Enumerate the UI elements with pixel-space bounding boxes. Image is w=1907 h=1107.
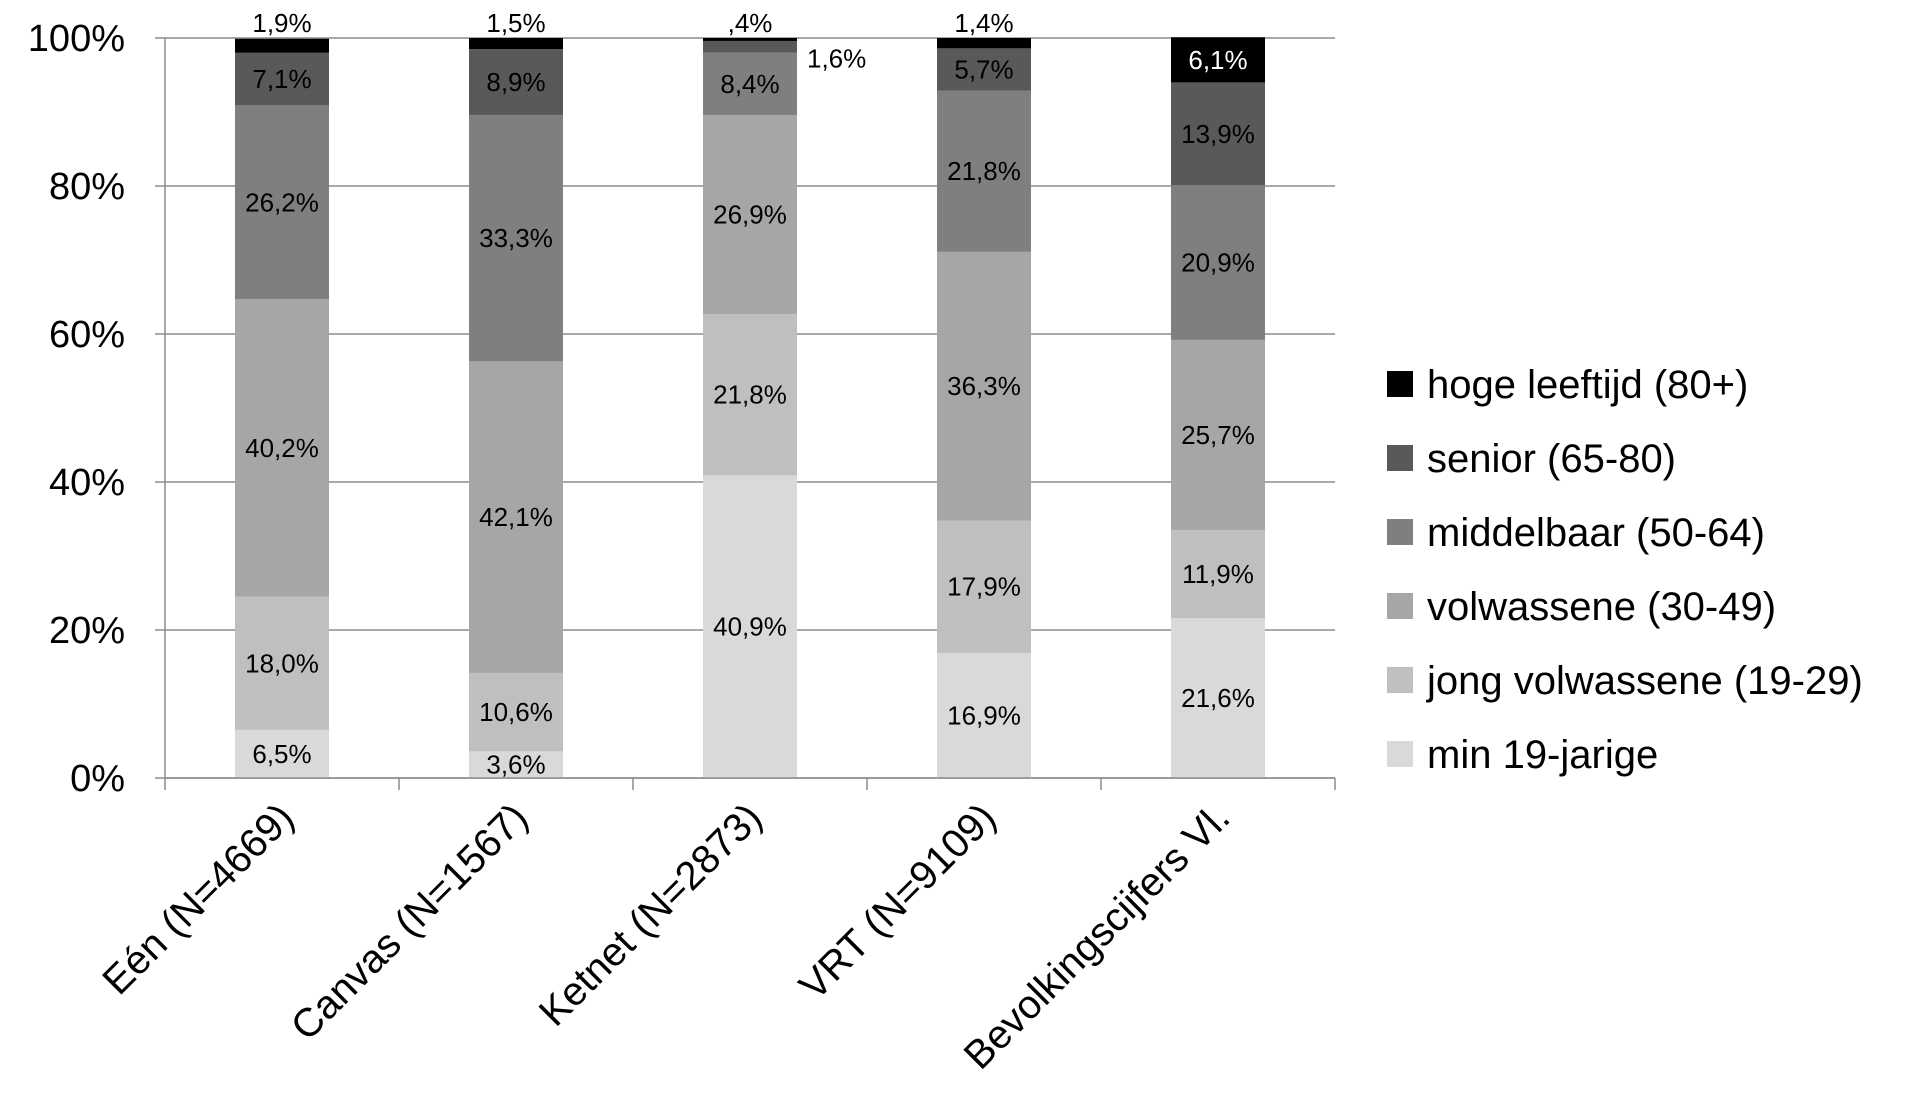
data-label: 8,9%	[486, 67, 545, 97]
legend: hoge leeftijd (80+) senior (65-80) middelb…	[1387, 363, 1863, 777]
legend-label: middelbaar (50-64)	[1427, 511, 1765, 555]
x-tick-label: Ketnet (N=2873)	[531, 795, 770, 1034]
y-tick-label: 100%	[28, 18, 125, 60]
legend-item: hoge leeftijd (80+)	[1387, 363, 1748, 407]
data-label: 40,9%	[713, 612, 787, 642]
bar-segment	[469, 361, 563, 673]
data-label: 1,6%	[807, 44, 866, 74]
data-label: 7,1%	[252, 64, 311, 94]
legend-item: senior (65-80)	[1387, 437, 1676, 481]
bar-segment	[937, 652, 1031, 778]
y-tick-label: 40%	[49, 462, 125, 504]
legend-swatch	[1387, 667, 1413, 693]
data-label: ,4%	[728, 8, 773, 38]
bar-segment	[703, 38, 797, 41]
bar-segment	[1171, 37, 1265, 83]
legend-item: middelbaar (50-64)	[1387, 511, 1765, 555]
y-tick-label: 80%	[49, 166, 125, 208]
data-label: 42,1%	[479, 502, 553, 532]
x-axis: Eén (N=4669)Canvas (N=1567)Ketnet (N=287…	[94, 777, 1336, 1078]
bar-segment	[235, 38, 329, 53]
data-label: 25,7%	[1181, 420, 1255, 450]
data-label: 40,2%	[245, 433, 319, 463]
bar-segment	[703, 52, 797, 115]
bar-segment	[469, 114, 563, 362]
legend-swatch	[1387, 371, 1413, 397]
data-labels: 6,5% 18,0% 40,2% 26,2% 7,1% 1,9% 3,6% 10,6% 42,1…	[245, 8, 1255, 780]
data-label: 1,9%	[252, 8, 311, 38]
data-label: 6,5%	[252, 739, 311, 769]
legend-label: jong volwassene (19-29)	[1426, 659, 1863, 703]
bar-segment	[235, 299, 329, 597]
legend-item: volwassene (30-49)	[1387, 585, 1776, 629]
bar-segment	[235, 52, 329, 106]
bar-segment	[469, 38, 563, 50]
bar-segment	[1171, 530, 1265, 619]
data-label: 33,3%	[479, 223, 553, 253]
data-label: 8,4%	[720, 69, 779, 99]
bar-segment	[703, 475, 797, 778]
data-label: 18,0%	[245, 648, 319, 678]
bar-segment	[235, 105, 329, 300]
bar-segment	[469, 49, 563, 115]
bars	[235, 37, 1265, 778]
bar-segment	[235, 596, 329, 730]
y-axis: 0% 20% 40% 60% 80% 100%	[28, 18, 166, 800]
bar-segment	[235, 729, 329, 778]
legend-item: jong volwassene (19-29)	[1387, 659, 1863, 703]
bar-segment	[937, 48, 1031, 91]
bar-segment	[469, 672, 563, 752]
legend-label: senior (65-80)	[1427, 437, 1676, 481]
legend-swatch	[1387, 519, 1413, 545]
y-tick-label: 60%	[49, 314, 125, 356]
bar-segment	[937, 38, 1031, 49]
legend-label: min 19-jarige	[1427, 733, 1658, 777]
y-tick-label: 0%	[70, 758, 125, 800]
data-label: 13,9%	[1181, 119, 1255, 149]
legend-item: min 19-jarige	[1387, 733, 1658, 777]
data-label: 26,9%	[713, 199, 787, 229]
data-label: 6,1%	[1188, 45, 1247, 75]
x-tick-label: VRT (N=9109)	[791, 795, 1004, 1008]
legend-swatch	[1387, 445, 1413, 471]
data-label: 3,6%	[486, 750, 545, 780]
data-label: 21,8%	[947, 156, 1021, 186]
bar-segment	[469, 751, 563, 778]
x-tick-label: Eén (N=4669)	[94, 795, 302, 1003]
bar-segment	[1171, 185, 1265, 340]
legend-label: hoge leeftijd (80+)	[1427, 363, 1748, 407]
bar-segment	[1171, 618, 1265, 778]
data-label: 1,4%	[954, 8, 1013, 38]
data-label: 21,8%	[713, 380, 787, 410]
data-label: 16,9%	[947, 700, 1021, 730]
bar-segment	[1171, 339, 1265, 531]
legend-swatch	[1387, 741, 1413, 767]
data-label: 1,5%	[486, 8, 545, 38]
data-label: 17,9%	[947, 572, 1021, 602]
bar-segment	[703, 40, 797, 53]
x-tick-label: Bevolkingscijfers Vl.	[956, 795, 1239, 1078]
y-tick-label: 20%	[49, 610, 125, 652]
bar-segment	[937, 90, 1031, 252]
data-label: 11,9%	[1182, 559, 1254, 589]
bar-segment	[1171, 82, 1265, 186]
data-label: 36,3%	[947, 371, 1021, 401]
legend-swatch	[1387, 593, 1413, 619]
bar-segment	[703, 314, 797, 476]
legend-label: volwassene (30-49)	[1427, 585, 1776, 629]
data-label: 20,9%	[1181, 248, 1255, 278]
data-label: 21,6%	[1181, 683, 1255, 713]
data-label: 10,6%	[479, 697, 553, 727]
data-label: 5,7%	[954, 54, 1013, 84]
data-label: 26,2%	[245, 187, 319, 217]
bar-segment	[703, 114, 797, 315]
bar-segment	[937, 251, 1031, 521]
bar-segment	[937, 520, 1031, 653]
x-tick-label: Canvas (N=1567)	[283, 795, 537, 1049]
